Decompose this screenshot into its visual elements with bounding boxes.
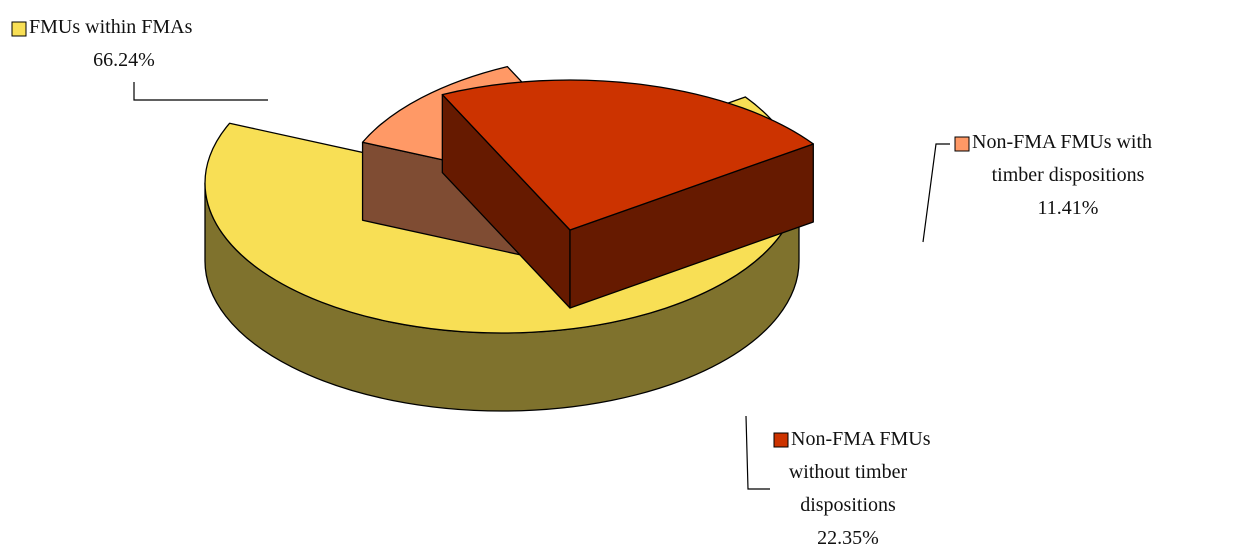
slice-top bbox=[441, 79, 814, 231]
slice-percent-non-fma-without-timber: 22.35% bbox=[817, 527, 879, 549]
slice-percent-fmus-within-fmas: 66.24% bbox=[93, 49, 155, 71]
pie-slice-non-fma-fmus-without-timber-dispositions bbox=[441, 79, 814, 309]
legend-swatch-non-fma-without-timber bbox=[773, 432, 789, 448]
pie-slices bbox=[204, 65, 814, 412]
leader-line-non-fma-fmus-without-timber-dispositions bbox=[745, 415, 770, 490]
slice-name-line-1: Non-FMA FMUs bbox=[791, 428, 931, 450]
slice-label-non-fma-without-timber: Non-FMA FMUs without timber dispositions… bbox=[773, 428, 931, 549]
slice-name-line-1: FMUs within FMAs bbox=[29, 16, 193, 38]
leader-lines bbox=[133, 82, 950, 490]
legend-swatch-fmus-within-fmas bbox=[11, 21, 27, 37]
slice-label-non-fma-with-timber: Non-FMA FMUs with timber dispositions 11… bbox=[954, 131, 1152, 219]
slice-name-line-2: timber dispositions bbox=[992, 164, 1145, 186]
legend-swatch-non-fma-with-timber bbox=[954, 136, 970, 152]
leader-line-fmus-within-fmas bbox=[133, 82, 268, 101]
slice-label-fmus-within-fmas: FMUs within FMAs 66.24% bbox=[11, 16, 193, 71]
slice-name-line-2: without timber bbox=[789, 461, 908, 483]
slice-percent-non-fma-with-timber: 11.41% bbox=[1038, 197, 1099, 219]
slice-name-line-1: Non-FMA FMUs with bbox=[972, 131, 1152, 153]
slice-name-line-3: dispositions bbox=[800, 494, 896, 516]
leader-line-non-fma-fmus-with-timber-dispositions bbox=[922, 143, 950, 243]
